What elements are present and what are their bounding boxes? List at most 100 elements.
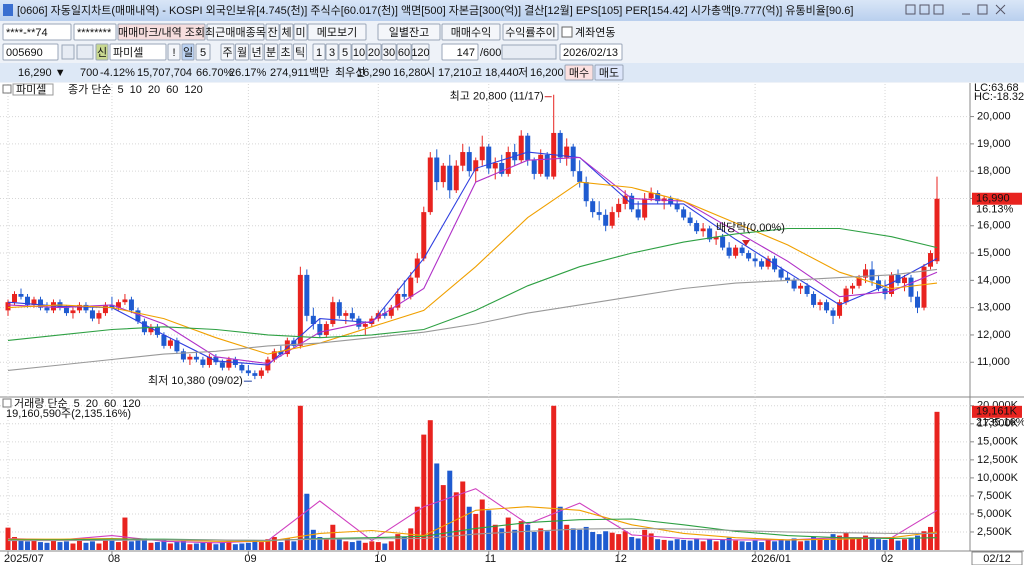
button[interactable] bbox=[377, 23, 441, 41]
candle-body bbox=[96, 313, 102, 319]
button[interactable] bbox=[441, 23, 501, 41]
control-icon[interactable] bbox=[905, 4, 916, 15]
window-controls[interactable] bbox=[905, 4, 1006, 15]
button[interactable] bbox=[264, 43, 278, 61]
low-annotation: 최저 10,380 (09/02) bbox=[148, 374, 243, 387]
button[interactable] bbox=[325, 43, 339, 61]
candle-body bbox=[850, 285, 856, 289]
button-label: 년 bbox=[251, 46, 261, 59]
button[interactable] bbox=[307, 23, 367, 41]
name-input[interactable] bbox=[109, 43, 167, 61]
maximize[interactable] bbox=[977, 4, 988, 15]
account-input[interactable] bbox=[2, 23, 72, 41]
button[interactable] bbox=[293, 23, 308, 41]
button[interactable] bbox=[351, 43, 367, 61]
volume-bar bbox=[258, 542, 264, 550]
volume-bar bbox=[447, 470, 453, 550]
button-label: 일별잔고 bbox=[389, 25, 429, 39]
control-icon[interactable] bbox=[933, 4, 944, 15]
button[interactable] bbox=[265, 23, 280, 41]
volume-bar bbox=[304, 493, 310, 550]
close[interactable] bbox=[995, 4, 1006, 15]
candle-body bbox=[63, 307, 69, 314]
search-icon[interactable] bbox=[61, 44, 75, 60]
chart-bg bbox=[0, 83, 1024, 565]
volume-bar bbox=[525, 524, 531, 550]
candle-body bbox=[18, 294, 24, 297]
volume-bar bbox=[310, 529, 316, 550]
candle-body bbox=[817, 302, 823, 305]
button-label: 10 bbox=[353, 47, 365, 59]
button[interactable] bbox=[312, 43, 326, 61]
date-input[interactable] bbox=[559, 43, 623, 61]
control-icon[interactable] bbox=[919, 4, 930, 15]
candle-body bbox=[934, 198, 940, 262]
button[interactable] bbox=[396, 43, 412, 61]
volume-bar bbox=[232, 544, 238, 550]
button[interactable] bbox=[338, 43, 352, 61]
candle-body bbox=[863, 269, 869, 278]
button[interactable] bbox=[279, 23, 294, 41]
candle-body bbox=[505, 152, 511, 174]
button[interactable] bbox=[594, 64, 624, 81]
alert-button[interactable] bbox=[167, 43, 181, 61]
password-input[interactable] bbox=[73, 23, 117, 41]
button[interactable] bbox=[564, 64, 594, 81]
volume-bar bbox=[739, 541, 745, 550]
ma-line bbox=[8, 527, 937, 542]
button[interactable] bbox=[249, 43, 264, 61]
count-input[interactable] bbox=[441, 43, 479, 61]
info-item: 16,290 bbox=[357, 67, 391, 79]
volume-bar bbox=[622, 531, 628, 550]
volume-bar bbox=[629, 537, 635, 550]
volume-bar bbox=[284, 538, 290, 550]
info-item: -4.12% bbox=[100, 67, 135, 79]
candle-body bbox=[343, 313, 349, 316]
candle-body bbox=[811, 294, 817, 305]
candle-body bbox=[219, 362, 225, 368]
volume-bar bbox=[401, 537, 407, 550]
button[interactable] bbox=[220, 43, 235, 61]
candle-body bbox=[538, 154, 544, 174]
code-input[interactable] bbox=[2, 43, 59, 61]
button[interactable] bbox=[235, 43, 249, 61]
badge[interactable] bbox=[95, 43, 109, 61]
period-count[interactable] bbox=[195, 43, 211, 61]
candle-body bbox=[869, 269, 875, 281]
legend-entry: 20 bbox=[86, 398, 98, 410]
volume-bar bbox=[330, 524, 336, 550]
button[interactable] bbox=[117, 23, 206, 41]
candle-body bbox=[317, 324, 323, 335]
info-item: 700 bbox=[80, 67, 98, 79]
nav-icon[interactable] bbox=[76, 44, 94, 60]
count-input-label: 147 bbox=[457, 47, 475, 59]
candle-body bbox=[37, 299, 43, 308]
candle-body bbox=[460, 152, 466, 166]
candle-body bbox=[349, 313, 355, 319]
button[interactable] bbox=[381, 43, 397, 61]
button[interactable] bbox=[206, 23, 265, 41]
period-button[interactable] bbox=[181, 43, 195, 61]
candle-body bbox=[330, 302, 336, 325]
volume-bar bbox=[193, 543, 199, 550]
volume-bar bbox=[603, 531, 609, 550]
volume-bar bbox=[843, 532, 849, 550]
button[interactable] bbox=[293, 43, 307, 61]
button-label: 3 bbox=[329, 47, 335, 59]
volume-bar bbox=[115, 542, 121, 550]
volume-bar bbox=[733, 540, 739, 550]
candle-body bbox=[395, 294, 401, 308]
volume-bar bbox=[161, 539, 167, 550]
volume-bar bbox=[778, 539, 784, 550]
nav-icon[interactable] bbox=[501, 44, 557, 60]
volume-bar bbox=[382, 543, 388, 550]
volume-bar bbox=[668, 540, 674, 550]
volume-bar bbox=[590, 531, 596, 550]
button[interactable] bbox=[411, 43, 430, 61]
volume-bar bbox=[811, 537, 817, 550]
checkbox[interactable] bbox=[561, 26, 573, 38]
button[interactable] bbox=[278, 43, 293, 61]
volume-bar bbox=[239, 543, 245, 550]
button[interactable] bbox=[502, 23, 559, 41]
button[interactable] bbox=[366, 43, 382, 61]
